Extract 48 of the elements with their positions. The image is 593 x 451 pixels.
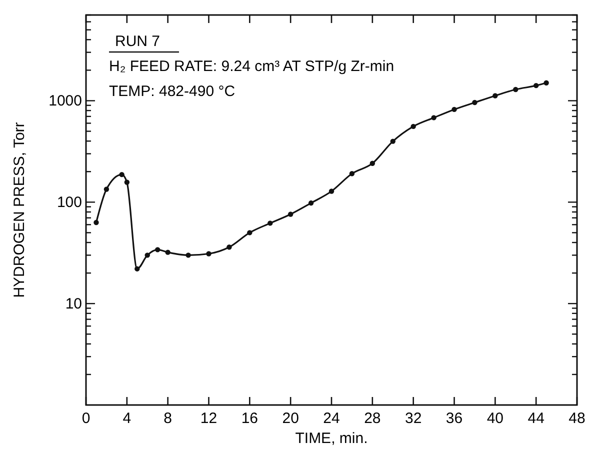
x-tick-label: 36 bbox=[446, 410, 463, 427]
y-tick-label: 10 bbox=[65, 296, 82, 313]
point bbox=[328, 188, 334, 194]
y-tick-label: 100 bbox=[56, 194, 82, 212]
point bbox=[370, 160, 376, 166]
point bbox=[165, 250, 170, 255]
x-tick-label: 8 bbox=[164, 410, 172, 427]
point bbox=[134, 266, 140, 272]
x-tick-label: 12 bbox=[200, 410, 218, 427]
x-tick-label: 40 bbox=[486, 410, 504, 427]
point bbox=[186, 252, 191, 258]
x-tick-label: 4 bbox=[122, 410, 132, 427]
point bbox=[431, 115, 436, 120]
point bbox=[268, 220, 273, 226]
point bbox=[472, 100, 478, 106]
x-tick-label: 48 bbox=[568, 410, 586, 427]
point bbox=[247, 230, 252, 236]
x-tick-label: 32 bbox=[404, 410, 422, 427]
y-tick-label: 1000 bbox=[48, 92, 82, 110]
point bbox=[349, 171, 355, 176]
x-axis-title: TIME, min. bbox=[295, 430, 368, 447]
point bbox=[308, 200, 314, 206]
point bbox=[492, 93, 498, 98]
annotation: H₂ FEED RATE: 9.24 cm³ AT STP/g Zr-min bbox=[109, 58, 394, 75]
point bbox=[94, 220, 99, 226]
point bbox=[104, 186, 110, 192]
point bbox=[226, 244, 232, 250]
point bbox=[513, 86, 518, 92]
point bbox=[124, 180, 130, 185]
point bbox=[390, 138, 396, 144]
y-axis-title: HYDROGEN PRESS, Torr bbox=[11, 122, 28, 298]
annotation: TEMP: 482-490 °C bbox=[109, 83, 236, 100]
point bbox=[544, 80, 549, 86]
point bbox=[206, 251, 212, 256]
point bbox=[155, 247, 160, 252]
annotation: RUN 7 bbox=[115, 33, 160, 50]
x-tick-label: 0 bbox=[82, 410, 90, 427]
point bbox=[144, 252, 150, 258]
point bbox=[410, 124, 416, 130]
x-tick-label: 16 bbox=[241, 410, 258, 427]
point bbox=[288, 212, 294, 217]
x-tick-label: 20 bbox=[282, 410, 299, 427]
point bbox=[452, 106, 457, 112]
point bbox=[119, 172, 124, 178]
point bbox=[533, 82, 539, 88]
x-tick-label: 24 bbox=[323, 410, 340, 427]
x-tick-label: 28 bbox=[364, 410, 381, 427]
x-tick-label: 44 bbox=[528, 410, 544, 427]
